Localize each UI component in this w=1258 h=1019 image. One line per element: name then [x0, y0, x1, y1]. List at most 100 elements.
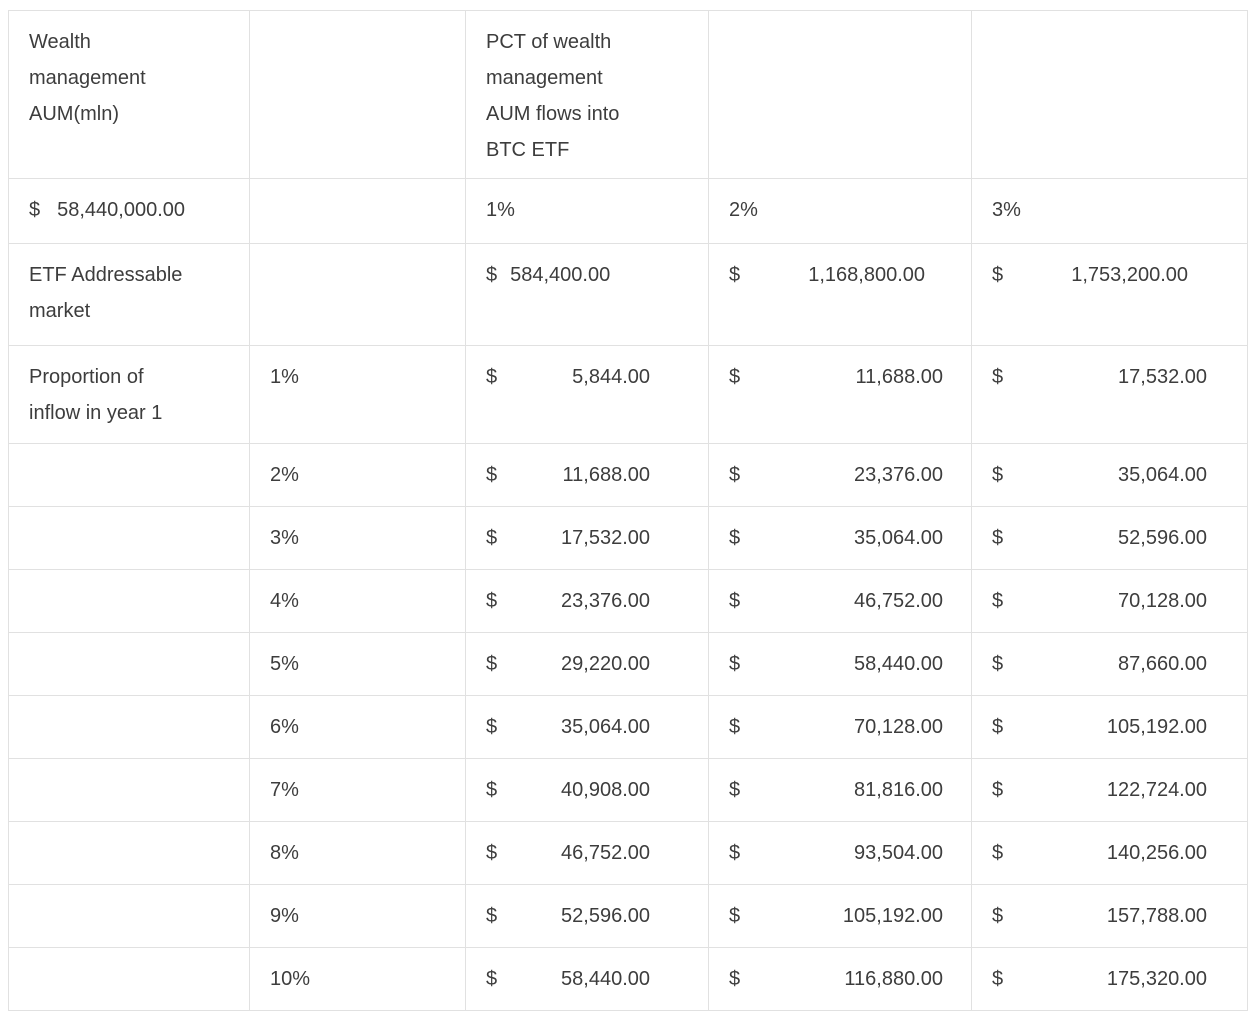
pct-cell: 10% — [249, 947, 466, 1011]
money-cell: $157,788.00 — [971, 884, 1248, 948]
table-row: 3% $17,532.00 $35,064.00 $52,596.00 — [8, 506, 1248, 570]
money-cell: $23,376.00 — [465, 569, 709, 633]
empty-cell — [249, 243, 466, 346]
table-row: 2% $11,688.00 $23,376.00 $35,064.00 — [8, 443, 1248, 507]
money-cell: $58,440.00 — [708, 632, 972, 696]
empty-cell — [8, 884, 250, 948]
dollar-sign: $ — [486, 968, 498, 990]
empty-cell — [8, 506, 250, 570]
sensitivity-table: Wealth management AUM(mln) PCT of wealth… — [8, 10, 1248, 1011]
dollar-sign: $ — [992, 905, 1004, 927]
dollar-sign: $ — [992, 527, 1004, 549]
money-cell: $105,192.00 — [708, 884, 972, 948]
cell-aum-header: Wealth management AUM(mln) — [8, 10, 250, 179]
dollar-sign: $ — [992, 779, 1004, 801]
cell-pct-1: 1% — [465, 178, 709, 244]
dollar-sign: $ — [486, 366, 498, 388]
dollar-sign: $ — [29, 199, 41, 221]
pct-cell: 6% — [249, 695, 466, 759]
pct-cell: 1% — [249, 345, 466, 444]
pct-cell: 8% — [249, 821, 466, 885]
dollar-sign: $ — [992, 653, 1004, 675]
dollar-sign: $ — [992, 366, 1004, 388]
pct-cell: 3% — [249, 506, 466, 570]
money-cell: $116,880.00 — [708, 947, 972, 1011]
pct-cell: 5% — [249, 632, 466, 696]
money-cell: $70,128.00 — [708, 695, 972, 759]
money-cell: $17,532.00 — [465, 506, 709, 570]
money-cell: $52,596.00 — [971, 506, 1248, 570]
dollar-sign: $ — [486, 464, 498, 486]
money-cell: $ 584,400.00 — [465, 243, 709, 346]
dollar-sign: $ — [729, 653, 741, 675]
dollar-sign: $ — [486, 779, 498, 801]
table-row: Proportion of inflow in year 1 1% $5,844… — [8, 345, 1248, 444]
money-cell: $93,504.00 — [708, 821, 972, 885]
cell-pct-2: 2% — [708, 178, 972, 244]
empty-cell — [8, 569, 250, 633]
money-cell: $81,816.00 — [708, 758, 972, 822]
dollar-sign: $ — [486, 590, 498, 612]
dollar-sign: $ — [992, 968, 1004, 990]
money-cell: $11,688.00 — [708, 345, 972, 444]
money-cell: $17,532.00 — [971, 345, 1248, 444]
dollar-sign: $ — [992, 264, 1004, 286]
money-cell: $ 1,753,200.00 — [971, 243, 1248, 346]
empty-cell — [708, 10, 972, 179]
dollar-sign: $ — [729, 264, 741, 286]
empty-cell — [8, 947, 250, 1011]
money-cell: $46,752.00 — [708, 569, 972, 633]
dollar-sign: $ — [486, 653, 498, 675]
money-cell: $105,192.00 — [971, 695, 1248, 759]
table-row: 7% $40,908.00 $81,816.00 $122,724.00 — [8, 758, 1248, 822]
cell-pct-3: 3% — [971, 178, 1248, 244]
dollar-sign: $ — [729, 464, 741, 486]
money-cell: $140,256.00 — [971, 821, 1248, 885]
money-cell: $35,064.00 — [971, 443, 1248, 507]
dollar-sign: $ — [729, 905, 741, 927]
dollar-sign: $ — [729, 716, 741, 738]
pct-cell: 7% — [249, 758, 466, 822]
empty-cell — [8, 758, 250, 822]
table-row: 10% $58,440.00 $116,880.00 $175,320.00 — [8, 947, 1248, 1011]
money-cell: $11,688.00 — [465, 443, 709, 507]
dollar-sign: $ — [486, 264, 498, 286]
empty-cell — [249, 10, 466, 179]
empty-cell — [8, 443, 250, 507]
money-cell: $40,908.00 — [465, 758, 709, 822]
money-cell: $5,844.00 — [465, 345, 709, 444]
pct-cell: 9% — [249, 884, 466, 948]
header-row: Wealth management AUM(mln) PCT of wealth… — [8, 10, 1248, 179]
dollar-sign: $ — [992, 590, 1004, 612]
cell-proportion-label: Proportion of inflow in year 1 — [8, 345, 250, 444]
table-row: 4% $23,376.00 $46,752.00 $70,128.00 — [8, 569, 1248, 633]
empty-cell — [249, 178, 466, 244]
empty-cell — [8, 632, 250, 696]
cell-pct-header: PCT of wealth management AUM flows into … — [465, 10, 709, 179]
dollar-sign: $ — [486, 716, 498, 738]
money-cell: $ 1,168,800.00 — [708, 243, 972, 346]
money-cell: $87,660.00 — [971, 632, 1248, 696]
table-row: 5% $29,220.00 $58,440.00 $87,660.00 — [8, 632, 1248, 696]
money-cell: $46,752.00 — [465, 821, 709, 885]
dollar-sign: $ — [729, 779, 741, 801]
addressable-row: ETF Addressable market $ 584,400.00 $ 1,… — [8, 243, 1248, 346]
money-cell: $35,064.00 — [465, 695, 709, 759]
dollar-sign: $ — [992, 842, 1004, 864]
empty-cell — [8, 695, 250, 759]
money-cell: $58,440.00 — [465, 947, 709, 1011]
dollar-sign: $ — [729, 590, 741, 612]
table-row: 6% $35,064.00 $70,128.00 $105,192.00 — [8, 695, 1248, 759]
table-row: 9% $52,596.00 $105,192.00 $157,788.00 — [8, 884, 1248, 948]
pct-cell: 4% — [249, 569, 466, 633]
dollar-sign: $ — [992, 716, 1004, 738]
empty-cell — [8, 821, 250, 885]
dollar-sign: $ — [486, 905, 498, 927]
money-cell: $52,596.00 — [465, 884, 709, 948]
dollar-sign: $ — [486, 527, 498, 549]
money-cell: $35,064.00 — [708, 506, 972, 570]
dollar-sign: $ — [729, 968, 741, 990]
money-cell: $70,128.00 — [971, 569, 1248, 633]
money-cell: $29,220.00 — [465, 632, 709, 696]
